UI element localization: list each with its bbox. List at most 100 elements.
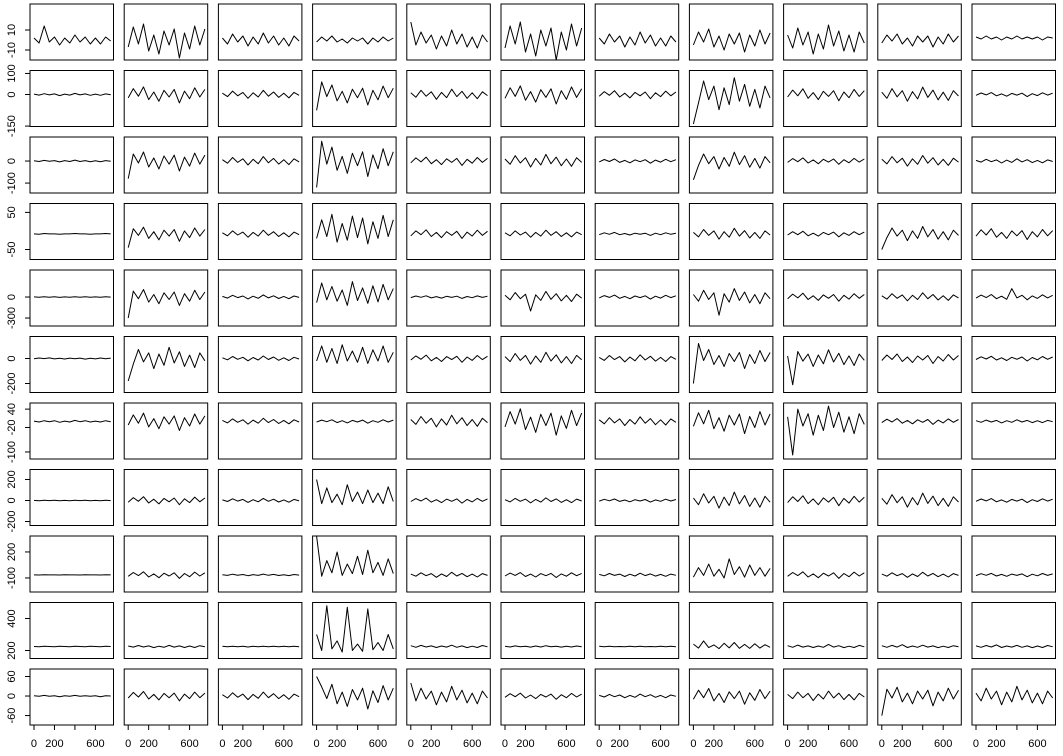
- series-line: [787, 405, 865, 456]
- series-line: [33, 92, 111, 97]
- panel: 0 200 600: [217, 668, 303, 750]
- panel: [406, 402, 491, 460]
- panel-frame: [123, 3, 209, 61]
- panel: [123, 203, 209, 260]
- panel: [594, 203, 680, 260]
- series-line: [504, 497, 582, 504]
- series-line: [128, 644, 206, 649]
- panel-frame: [783, 269, 868, 327]
- panel-frame: [783, 203, 868, 260]
- panel-frame: [877, 336, 962, 393]
- panel: [688, 535, 774, 593]
- panel: 200 400: [6, 602, 114, 660]
- panel-frame: [217, 3, 303, 61]
- panel-frame: [406, 136, 491, 194]
- panel: [783, 136, 868, 194]
- panel-frame: [312, 602, 397, 659]
- panel: -150 0 100: [6, 64, 114, 137]
- panel: [123, 602, 209, 659]
- series-line: [881, 33, 959, 48]
- panel: [123, 336, 209, 393]
- series-line: [33, 296, 111, 298]
- panel: [688, 402, 774, 460]
- panel: [123, 70, 209, 127]
- series-line: [787, 157, 865, 165]
- panel: [688, 269, 774, 327]
- x-tick-label: 200: [893, 738, 911, 750]
- panel-frame: [406, 70, 491, 127]
- panel-frame: [688, 469, 774, 526]
- series-line: [33, 499, 111, 502]
- x-tick-label: 200: [422, 738, 440, 750]
- panel: [406, 535, 491, 593]
- series-line: [692, 409, 771, 435]
- panel: [877, 336, 962, 393]
- panel-frame: [877, 3, 962, 61]
- series-line: [316, 419, 394, 424]
- panel-frame: [29, 136, 114, 194]
- panel-frame: [29, 602, 114, 659]
- panel-frame: [123, 535, 209, 593]
- panel: [500, 402, 585, 460]
- series-line: [33, 419, 111, 423]
- panel: [312, 402, 397, 460]
- series-line: [127, 289, 206, 319]
- series-line: [881, 418, 959, 425]
- series-line: [787, 690, 865, 702]
- panel: 0 200 600: [500, 668, 585, 750]
- series-line: [598, 31, 677, 48]
- panel-frame: [688, 668, 774, 726]
- panel: [500, 203, 585, 260]
- series-line: [222, 355, 300, 362]
- y-tick-label: 200: [6, 641, 18, 659]
- y-tick-label: -100: [6, 567, 18, 589]
- panel-frame: [29, 402, 114, 460]
- series-line: [881, 292, 959, 302]
- panel-frame: [217, 602, 303, 659]
- panel-frame: [500, 535, 585, 593]
- x-tick-label: 200: [987, 738, 1005, 750]
- series-line: [975, 228, 1054, 240]
- series-line: [316, 213, 394, 245]
- x-tick-label: 600: [275, 738, 293, 750]
- panel-frame: [406, 668, 491, 726]
- y-tick-label: 0: [6, 91, 18, 97]
- series-line: [598, 158, 677, 164]
- x-tick-label: 600: [1028, 738, 1046, 750]
- panel-frame: [217, 535, 303, 593]
- panel-frame: [877, 70, 962, 127]
- x-tick-label: 200: [328, 738, 346, 750]
- panel-frame: [594, 70, 680, 127]
- panel: [406, 70, 491, 127]
- panel: [877, 602, 962, 659]
- panel-frame: [406, 3, 491, 61]
- y-tick-label: 0: [6, 355, 18, 361]
- series-line: [881, 644, 959, 649]
- y-tick-label: -150: [6, 115, 18, 137]
- series-line: [692, 151, 771, 180]
- panel-frame: [217, 136, 303, 194]
- panel: [783, 336, 868, 393]
- panel: [971, 203, 1056, 260]
- x-tick-label: 600: [557, 738, 575, 750]
- panel-frame: [594, 3, 680, 61]
- y-tick-label: 60: [6, 670, 18, 682]
- panel-frame: [500, 668, 585, 726]
- panel-frame: [971, 203, 1056, 260]
- series-line: [127, 151, 206, 179]
- panel: [783, 3, 868, 61]
- panel-frame: [217, 402, 303, 460]
- panel: [783, 535, 868, 593]
- series-line: [222, 156, 300, 166]
- series-line: [787, 495, 865, 507]
- series-line: [316, 676, 394, 710]
- panel: [123, 535, 209, 593]
- panel: -50 50: [6, 203, 114, 260]
- series-line: [975, 355, 1053, 362]
- panel-frame: [123, 668, 209, 726]
- panel-frame: [594, 136, 680, 194]
- panel-frame: [312, 336, 397, 393]
- panel-frame: [783, 602, 868, 659]
- series-line: [127, 496, 206, 506]
- panel: [217, 203, 303, 260]
